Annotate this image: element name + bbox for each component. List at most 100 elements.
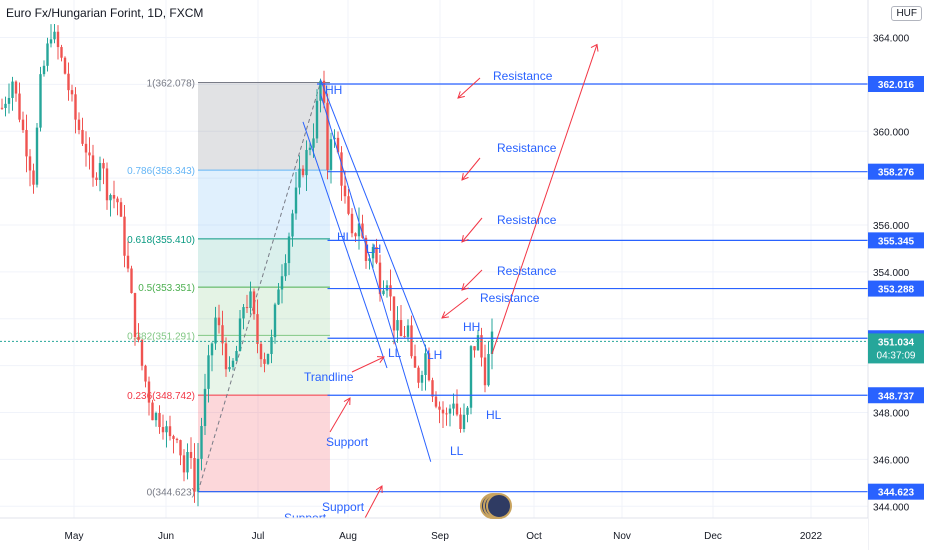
candle-body xyxy=(326,102,329,170)
candle-body xyxy=(217,317,221,326)
candle-body xyxy=(466,407,469,415)
candle-body xyxy=(231,360,235,368)
x-tick-label: Nov xyxy=(613,531,631,542)
candle-body xyxy=(70,90,74,95)
candle-body xyxy=(284,263,287,277)
candle-body xyxy=(487,353,490,386)
currency-button[interactable]: HUF xyxy=(891,6,922,21)
candle-body xyxy=(245,307,249,309)
swing-label: LL xyxy=(450,444,464,458)
level-price-tag xyxy=(868,163,924,180)
candle-body xyxy=(298,168,301,188)
candle-body xyxy=(81,129,84,144)
candle-body xyxy=(427,353,431,381)
candle-body xyxy=(340,152,343,186)
resistance-label: Resistance xyxy=(493,69,553,83)
candle-body xyxy=(14,81,18,94)
candle-body xyxy=(347,196,350,214)
y-tick-label: 360.000 xyxy=(873,127,910,138)
level-price-value: 358.276 xyxy=(878,168,915,179)
candle-body xyxy=(280,276,284,290)
annotation-arrow xyxy=(461,157,481,181)
candle-body xyxy=(336,137,340,153)
candle-body xyxy=(357,223,361,237)
candle-body xyxy=(343,185,347,197)
candle-body xyxy=(144,365,147,382)
candle-body xyxy=(301,168,305,176)
candle-body xyxy=(385,285,389,291)
lh-label: LH xyxy=(427,348,442,362)
level-price-value: 353.288 xyxy=(878,285,915,296)
candle-body xyxy=(18,93,21,120)
arrow-head xyxy=(376,356,385,363)
candle-body xyxy=(452,403,455,409)
level-price-tag xyxy=(868,76,924,93)
candle-body xyxy=(102,163,105,169)
candle-body xyxy=(172,436,175,439)
fib-level-label: 0.236(348.742) xyxy=(127,391,195,402)
annotation-arrow xyxy=(461,217,483,243)
events-badge-icon[interactable] xyxy=(480,493,512,519)
candle-body xyxy=(249,291,252,308)
candle-body xyxy=(490,331,494,354)
level-price-tag xyxy=(868,483,924,500)
candle-body xyxy=(147,381,151,403)
y-tick-label: 364.000 xyxy=(873,34,910,45)
candle-body xyxy=(193,458,196,492)
candle-body xyxy=(322,80,326,103)
channel-lower-line xyxy=(320,93,432,462)
fib-level-label: 0.5(353.351) xyxy=(138,283,195,294)
candle-body xyxy=(63,57,67,74)
candle-body xyxy=(182,455,186,473)
candle-body xyxy=(112,195,116,199)
candle-body xyxy=(168,426,172,437)
arrow-head xyxy=(461,173,469,181)
candle-body xyxy=(196,458,200,492)
candle-body xyxy=(263,359,266,364)
swing-label: HL xyxy=(337,230,353,244)
candle-body xyxy=(312,138,315,148)
candle-body xyxy=(368,258,371,261)
candle-body xyxy=(308,147,312,150)
annotation-arrow xyxy=(441,297,469,319)
last-price-value: 351.034 xyxy=(878,337,915,348)
candle-body xyxy=(0,107,4,109)
candle-body xyxy=(123,216,126,256)
candle-body xyxy=(224,343,228,370)
candle-body xyxy=(126,255,130,269)
candle-body xyxy=(130,268,133,294)
candle-body xyxy=(77,119,81,130)
candle-body xyxy=(459,414,462,430)
level-price-tag xyxy=(868,387,924,404)
symbol-title[interactable]: Euro Fx/Hungarian Forint, 1D, FXCM xyxy=(6,6,204,20)
y-tick-label: 354.000 xyxy=(873,268,910,279)
y-tick-label: 346.000 xyxy=(873,455,910,466)
arrow-head xyxy=(457,91,465,99)
candle-body xyxy=(158,413,161,428)
candle-body xyxy=(396,320,399,331)
candle-body xyxy=(375,246,378,263)
candle-body xyxy=(266,353,270,364)
candle-body xyxy=(60,47,63,58)
candle-body xyxy=(235,350,238,361)
candle-body xyxy=(179,440,182,456)
candle-body xyxy=(154,413,158,421)
last-price-tag xyxy=(868,333,924,364)
level-price-value: 348.737 xyxy=(878,391,915,402)
trend-arrow-line xyxy=(491,44,598,355)
candle-body xyxy=(207,355,210,389)
candle-body xyxy=(315,100,319,139)
lh-label: LH xyxy=(366,242,381,256)
candle-body xyxy=(431,380,434,397)
y-tick-label: 348.000 xyxy=(873,409,910,420)
candle-body xyxy=(119,202,123,217)
candle-body xyxy=(186,452,189,473)
candle-body xyxy=(67,73,70,91)
candle-body xyxy=(200,426,203,459)
arrow-head xyxy=(461,235,469,243)
candle-body xyxy=(364,237,368,261)
candle-body xyxy=(161,427,165,433)
fib-level-label: 0.618(355.410) xyxy=(127,235,195,246)
trendline-label: Trandline xyxy=(304,370,354,384)
